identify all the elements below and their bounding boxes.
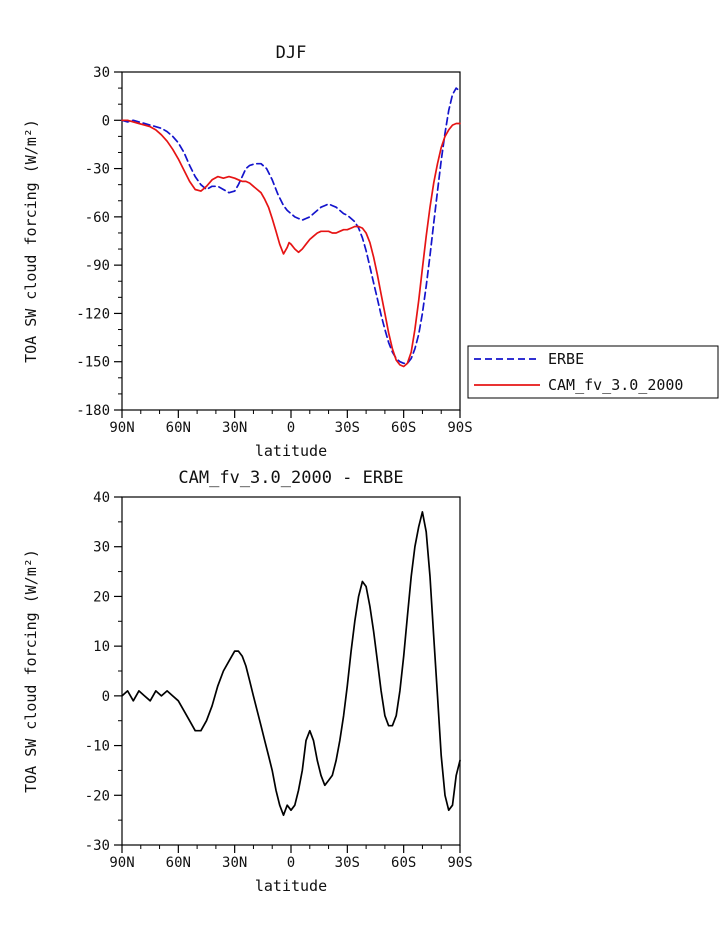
x-tick-label: 90S xyxy=(447,420,472,436)
y-tick-label: 20 xyxy=(93,589,110,605)
x-tick-label: 30S xyxy=(335,855,360,871)
x-tick-label: 60N xyxy=(166,420,191,436)
chart-title: CAM_fv_3.0_2000 - ERBE xyxy=(178,468,403,488)
y-tick-label: -30 xyxy=(85,162,110,178)
djf-chart: 90N 60N 30N 0 30S 60S 90S 30 0 -30 -60 -90 -120 -150 -… xyxy=(22,43,719,460)
y-tick-label: -60 xyxy=(85,210,110,226)
y-axis-label: TOA SW cloud forcing (W/m²) xyxy=(22,119,40,363)
series-line-CAM-fv-3-0-2000-ERBE xyxy=(121,511,461,817)
x-tick-label: 30N xyxy=(222,420,247,436)
y-tick-label: -30 xyxy=(85,838,110,854)
legend-box xyxy=(467,345,719,399)
x-tick-label: 0 xyxy=(287,420,295,436)
x-tick-label: 90N xyxy=(109,420,134,436)
legend: ERBE CAM_fv_3.0_2000 xyxy=(467,345,719,399)
y-tick-label: -20 xyxy=(85,788,110,804)
y-tick-label: 40 xyxy=(93,490,110,506)
x-axis-label: latitude xyxy=(255,442,327,460)
x-tick-label: 0 xyxy=(287,855,295,871)
x-tick-label: 60N xyxy=(166,855,191,871)
y-tick-label: -150 xyxy=(76,355,110,371)
y-tick-label: -120 xyxy=(76,306,110,322)
y-tick-label: -90 xyxy=(85,258,110,274)
x-tick-label: 30N xyxy=(222,855,247,871)
legend-label-CAM-fv-3-0-2000: CAM_fv_3.0_2000 xyxy=(548,376,683,394)
series-line-ERBE xyxy=(121,87,461,365)
x-tick-label: 90N xyxy=(109,855,134,871)
y-tick-label: 0 xyxy=(102,689,110,705)
y-tick-label: 10 xyxy=(93,639,110,655)
y-tick-label: 30 xyxy=(93,540,110,556)
plot-frame xyxy=(121,496,461,846)
legend-label-ERBE: ERBE xyxy=(548,350,584,368)
y-axis-label: TOA SW cloud forcing (W/m²) xyxy=(22,549,40,793)
y-tick-label: 0 xyxy=(102,113,110,129)
x-tick-label: 60S xyxy=(391,855,416,871)
y-tick-label: -10 xyxy=(85,739,110,755)
difference-chart: 90N 60N 30N 0 30S 60S 90S 40 30 20 10 0 -10 -20 -30 CAM… xyxy=(22,468,473,895)
x-axis-label: latitude xyxy=(255,877,327,895)
chart-title: DJF xyxy=(276,43,307,63)
x-tick-label: 60S xyxy=(391,420,416,436)
x-tick-label: 30S xyxy=(335,420,360,436)
series-line-CAM-fv-3-0-2000 xyxy=(121,119,461,368)
x-tick-label: 90S xyxy=(447,855,472,871)
y-tick-label: 30 xyxy=(93,65,110,81)
y-tick-label: -180 xyxy=(76,403,110,419)
